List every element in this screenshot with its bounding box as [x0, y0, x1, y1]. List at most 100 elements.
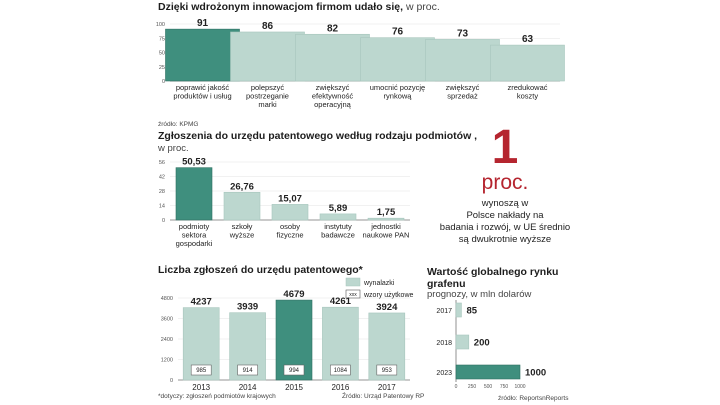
- chart1-bar: [490, 44, 565, 82]
- chart4-xtick: 1000: [514, 384, 525, 390]
- chart3-title: Liczba zgłoszeń do urzędu patentowego*: [158, 264, 363, 276]
- chart1-value-label: 91: [197, 18, 209, 29]
- chart3-secondary-label: 1084: [334, 368, 348, 374]
- chart1-ytick: 100: [156, 22, 165, 28]
- chart3-legend-label: wynalazki: [363, 280, 395, 287]
- chart2-bar: [271, 204, 309, 221]
- chart2-category-label: badawcze: [321, 231, 355, 240]
- chart1-category-label: operacyjną: [314, 100, 352, 109]
- chart3-secondary-box: [190, 364, 212, 376]
- chart3-ytick: 4800: [161, 296, 173, 302]
- chart2-ytick: 0: [162, 218, 165, 224]
- stat-block: 1 proc. wynoszą w Polsce nakłady na bada…: [425, 124, 585, 246]
- chart1-value-label: 73: [457, 28, 469, 39]
- chart4-category-label: 2017: [436, 308, 452, 315]
- chart4-title-line-2: grafenu: [427, 278, 466, 290]
- chart1-bar: [360, 37, 435, 82]
- chart1-bar: [425, 39, 500, 82]
- chart2-bar: [367, 217, 405, 221]
- stat-line-4: są dwukrotnie wyższe: [458, 234, 552, 245]
- chart1-category-label: zredukować: [507, 83, 547, 92]
- chart3-secondary-box: [330, 364, 351, 376]
- chart1-category-label: koszty: [517, 92, 539, 101]
- chart2-value-label: 5,89: [329, 203, 348, 214]
- stat-number: 1: [491, 121, 519, 174]
- chart1-subtitle: w proc.: [405, 1, 440, 13]
- chart2-category-label: instytuty: [324, 222, 352, 231]
- chart3-value-label: 4679: [283, 289, 304, 300]
- chart3-category-label: 2014: [239, 383, 257, 392]
- chart3-legend-label: wzory użytkowe: [363, 292, 414, 299]
- chart2-category-label: gospodarki: [176, 239, 213, 248]
- chart1-category-label: poprawić jakość: [176, 83, 230, 92]
- chart2-ytick: 14: [159, 204, 165, 210]
- chart3-ytick: 3600: [161, 317, 173, 323]
- chart4-source: źródło: ReportsnReports: [498, 395, 569, 402]
- chart1-title-text: Dzięki wdrożonym innowacjom firmom udało…: [158, 1, 404, 13]
- chart4-value-label: 200: [474, 338, 490, 349]
- chart1-category-label: umocnić pozycję: [370, 83, 425, 92]
- chart1-value-label: 82: [327, 23, 339, 34]
- chart2-category-label: naukowe PAN: [363, 231, 410, 240]
- chart2-category-label: podmioty: [179, 222, 210, 231]
- chart4-value-label: 85: [466, 306, 477, 317]
- chart3-category-label: 2017: [378, 383, 396, 392]
- chart1-category-label: sprzedaż: [447, 92, 478, 101]
- chart2-bar: [175, 167, 213, 221]
- chart1-source: źródło: KPMG: [158, 121, 199, 128]
- chart4-xtick: 750: [500, 384, 509, 390]
- chart1-ytick: 0: [162, 79, 165, 85]
- chart1-ytick: 75: [159, 36, 165, 42]
- chart2-category-label: wyższe: [229, 231, 255, 240]
- chart1-category-label: efektywność: [312, 92, 354, 101]
- chart2-bar: [319, 213, 357, 221]
- chart1-category-label: zwiększyć: [316, 83, 350, 92]
- chart2-category-label: fizyczne: [276, 231, 303, 240]
- chart3-value-label: 4237: [191, 297, 212, 308]
- chart4-bar: [455, 364, 521, 380]
- chart2-value-label: 1,75: [377, 207, 396, 218]
- chart4-xtick: 0: [455, 384, 458, 390]
- chart3-secondary-box: [237, 364, 258, 376]
- chart1-bar: [295, 33, 370, 82]
- chart1-category-label: postrzeganie: [246, 92, 289, 101]
- stat-line-2: Polsce nakłady na: [466, 210, 544, 221]
- chart1-title: Dzięki wdrożonym innowacjom firmom udało…: [158, 1, 440, 13]
- chart1-ytick: 50: [159, 51, 165, 57]
- chart2-ytick: 28: [159, 189, 165, 195]
- chart2-category-label: osoby: [280, 222, 300, 231]
- chart3-secondary-box: [283, 364, 305, 376]
- chart2-category-label: sektora: [182, 231, 207, 240]
- chart3-legend-box: [345, 289, 361, 299]
- chart1-bar: [230, 31, 305, 82]
- chart2-value-label: 50,53: [182, 157, 206, 168]
- chart4-category-label: 2023: [436, 370, 452, 377]
- chart1-category-label: zwiększyć: [446, 83, 480, 92]
- chart3-legend-marker: xxx: [349, 292, 357, 298]
- chart2-bar: [223, 191, 261, 221]
- chart1-category-label: polepszyć: [251, 83, 285, 92]
- chart4-value-label: 1000: [525, 368, 546, 379]
- chart2-category-label: szkoły: [232, 222, 253, 231]
- chart3-ytick: 0: [170, 378, 173, 384]
- chart2-value-label: 15,07: [278, 193, 302, 204]
- chart3-svg: 0 1200 2400 3600 4800 wynalazki xxx wzory użytk…: [161, 277, 414, 392]
- chart1-ytick: 25: [159, 65, 165, 71]
- chart4-svg: 2017 85 2018 200 2023 1000 0 250 500 750 1000: [436, 300, 546, 390]
- chart1-bar: [165, 28, 240, 82]
- chart3-source: Źródło: Urząd Patentowy RP: [342, 393, 425, 400]
- chart3-category-label: 2013: [192, 383, 210, 392]
- chart2-ytick: 56: [159, 160, 165, 166]
- chart3-footnote: *dotyczy: zgłoszeń podmiotów krajowych: [158, 393, 276, 400]
- chart3-value-label: 3924: [376, 302, 398, 313]
- chart3-category-label: 2015: [285, 383, 303, 392]
- chart3-secondary-label: 914: [243, 368, 254, 374]
- chart3-secondary-label: 953: [382, 368, 393, 374]
- chart4-bar: [455, 302, 462, 318]
- chart3-legend-swatch: [345, 277, 361, 287]
- chart2-subtitle: w proc.: [158, 143, 189, 154]
- chart3-value-label: 4261: [330, 296, 352, 307]
- chart2-category-label: jednostki: [370, 222, 401, 231]
- chart1-category-label: marki: [258, 100, 277, 109]
